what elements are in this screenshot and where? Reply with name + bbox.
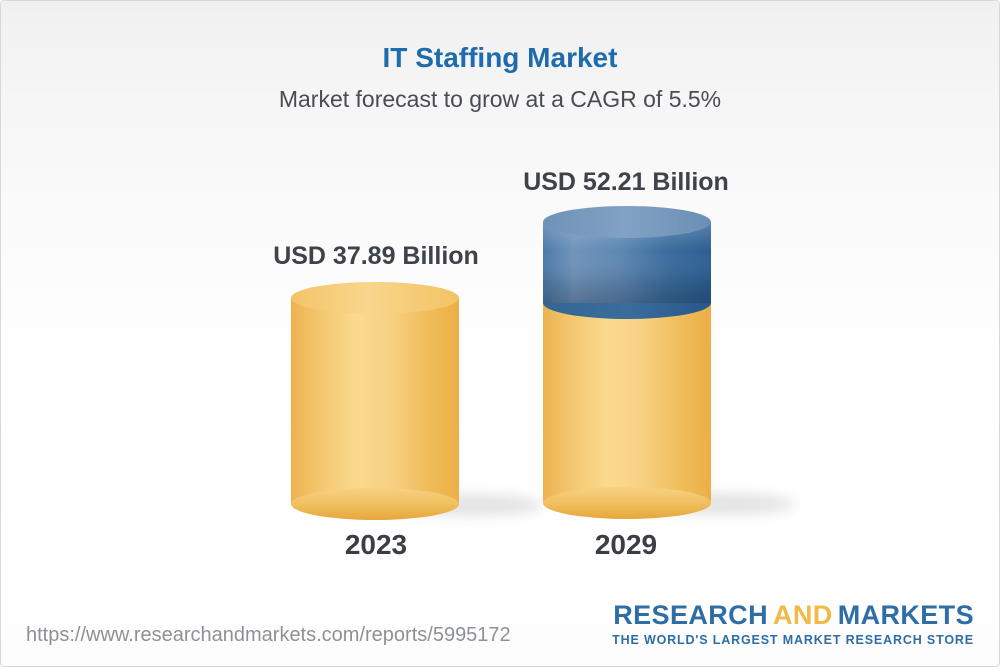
page-subtitle: Market forecast to grow at a CAGR of 5.5…	[278, 86, 722, 112]
bar-2029-top-cap	[543, 206, 711, 238]
bar-2029-bottom-cap	[543, 487, 711, 519]
bar-2023-top-cap	[291, 282, 459, 314]
bar-value-label-2029: USD 52.21 Billion	[523, 168, 729, 196]
x-axis-label-2029: 2029	[594, 529, 658, 560]
logo-tagline: THE WORLD'S LARGEST MARKET RESEARCH STOR…	[612, 633, 974, 647]
page-title: IT Staffing Market	[382, 42, 618, 73]
bar-cylinder-2029	[543, 206, 795, 519]
bar-value-label-2023: USD 37.89 Billion	[273, 242, 479, 270]
x-axis-label-2023: 2023	[344, 529, 408, 560]
research-and-markets-logo: RESEARCH AND MARKETS THE WORLD'S LARGEST M…	[612, 602, 974, 648]
report-url-link[interactable]: https://www.researchandmarkets.com/repor…	[26, 624, 511, 646]
bar-2023-bottom-cap	[291, 488, 459, 520]
logo-wordmark: RESEARCH AND MARKETS	[612, 602, 974, 629]
logo-word-research: RESEARCH	[613, 600, 768, 630]
logo-word-and: AND	[772, 600, 833, 630]
logo-word-markets: MARKETS	[837, 600, 974, 630]
bar-cylinder-2023	[291, 282, 543, 520]
